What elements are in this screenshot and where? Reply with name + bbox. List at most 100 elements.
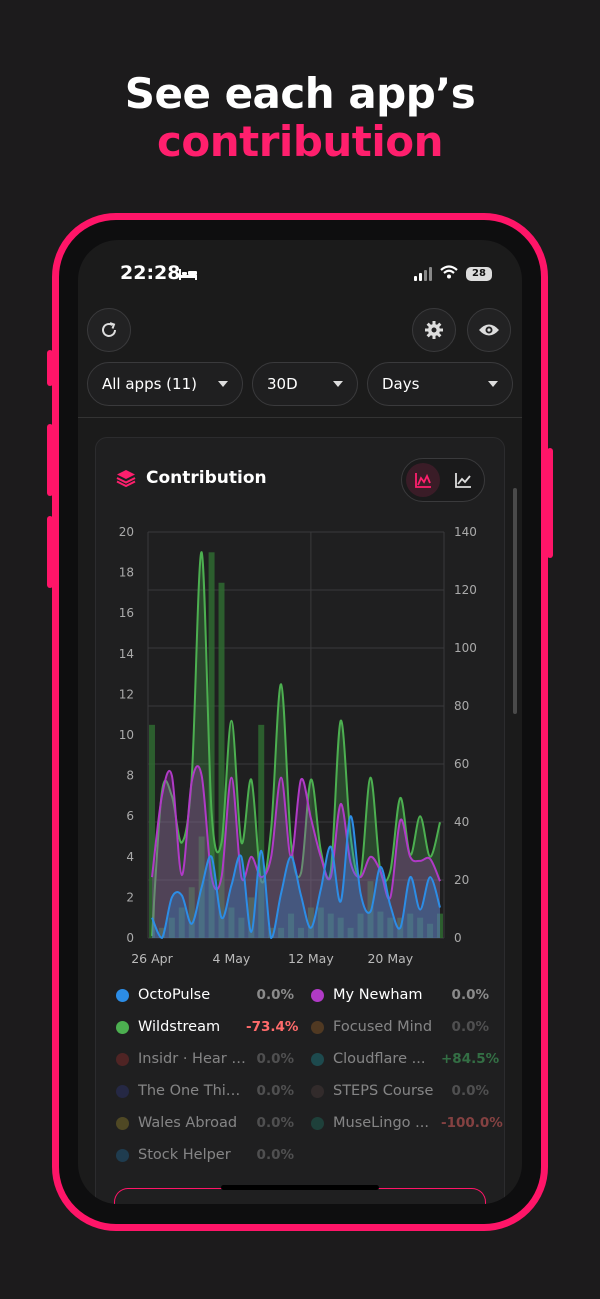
chevron-down-icon [218,381,228,387]
legend-color-dot [116,988,129,1002]
legend-color-dot [311,1084,324,1098]
series-area [152,766,440,938]
legend-item[interactable]: Focused Mind 0.0% [311,1015,489,1039]
legend-item[interactable]: Wildstream -73.4% [116,1015,298,1039]
x-tick-label: 26 Apr [131,951,173,966]
bar [417,917,424,938]
legend-item[interactable]: OctoPulse 0.0% [116,983,294,1007]
layers-icon [116,468,136,492]
line-chart-toggle[interactable] [446,463,480,497]
bar [178,907,185,938]
legend-item[interactable]: The One Thin... 0.0% [116,1079,294,1103]
scrollbar[interactable] [513,488,517,714]
legend-item-change: 0.0% [256,1147,294,1163]
legend-color-dot [311,988,324,1002]
legend-item[interactable]: My Newham 0.0% [311,983,489,1007]
y-left-tick-label: 8 [126,769,134,783]
bar [268,927,275,938]
refresh-button[interactable] [87,308,131,352]
y-left-tick-label: 16 [119,606,134,620]
legend-item-name: My Newham [333,987,423,1003]
legend-item-change: 0.0% [256,1051,294,1067]
legend-color-dot [116,1116,129,1130]
y-left-tick-label: 10 [119,728,134,742]
phone-volume-down [47,516,53,588]
area-chart-icon [415,473,431,488]
settings-button[interactable] [412,308,456,352]
y-left-tick-label: 2 [126,890,134,904]
bar [208,552,215,938]
bar [288,913,295,938]
y-left-tick-label: 20 [119,525,134,539]
legend-item[interactable]: STEPS Course 0.0% [311,1079,489,1103]
y-right-tick-label: 20 [454,873,469,887]
chevron-down-icon [488,381,498,387]
granularity-filter-label: Days [382,375,420,393]
legend-color-dot [116,1052,129,1066]
visibility-button[interactable] [467,308,511,352]
status-time: 22:28 [120,262,181,284]
contribution-card: Contribution 0 2 4 6 8 10 12 14 16 18 20 0 20 40 60 80 1… [95,437,505,1204]
app-screen: 22:28 2 8 All apps (11) 30D [78,240,522,1204]
legend-item-change: 0.0% [256,1115,294,1131]
bar [149,724,155,938]
range-filter-label: 30D [267,375,298,393]
gear-icon [425,321,443,339]
bar [437,913,443,938]
chart-type-toggle [401,458,485,502]
legend-item-change: 0.0% [451,987,489,1003]
contribution-chart: 0 2 4 6 8 10 12 14 16 18 20 0 20 40 60 80 100 120 140 26 Ap… [119,525,477,966]
legend-item-name: Wildstream [138,1019,221,1035]
legend-item[interactable]: Cloudflare ... +84.5% [311,1047,500,1071]
header-divider [78,417,522,418]
app-filter-label: All apps (11) [102,375,197,393]
legend-item-name: OctoPulse [138,987,211,1003]
granularity-filter-dropdown[interactable]: Days [367,362,513,406]
legend-color-dot [311,1116,324,1130]
bar [407,913,414,938]
series-line [151,765,441,900]
bar [337,917,344,938]
legend-item-change: +84.5% [441,1051,500,1067]
legend-item-name: Insidr · Hear U... [138,1051,246,1067]
y-left-tick-label: 6 [126,809,134,823]
legend-item[interactable]: MuseLingo ... -100.0% [311,1111,503,1135]
bar [357,913,364,938]
y-left-tick-label: 12 [119,687,134,701]
bar [168,917,175,938]
legend-color-dot [311,1052,324,1066]
x-tick-label: 20 May [367,951,413,966]
refresh-icon [102,322,116,337]
home-indicator [221,1185,379,1190]
x-tick-label: 12 May [288,951,334,966]
promo-headline: See each app’s contribution [0,70,600,166]
area-chart-toggle[interactable] [406,463,440,497]
series-area [152,816,440,938]
phone-power-button [547,448,553,558]
phone-silent-switch [47,350,53,386]
bar [317,907,324,938]
range-filter-dropdown[interactable]: 30D [252,362,358,406]
legend-item[interactable]: Stock Helper 0.0% [116,1143,294,1167]
legend-item-name: Stock Helper [138,1147,231,1163]
bar [218,582,225,938]
legend-item-name: Wales Abroad [138,1115,238,1131]
card-title: Contribution [146,468,267,488]
legend-item[interactable]: Wales Abroad 0.0% [116,1111,294,1135]
y-left-tick-label: 14 [119,647,134,661]
bar [248,897,255,938]
y-right-tick-label: 0 [454,931,462,945]
legend-item-change: 0.0% [451,1019,489,1035]
app-filter-dropdown[interactable]: All apps (11) [87,362,243,406]
bar [278,927,285,938]
bar [427,923,434,938]
legend-color-dot [116,1084,129,1098]
y-right-tick-label: 100 [454,641,477,655]
legend-item-name: MuseLingo ... [333,1115,429,1131]
legend-item-name: Cloudflare ... [333,1051,426,1067]
bar [307,907,314,938]
bed-icon [178,267,198,285]
bar [188,887,195,938]
chevron-down-icon [333,381,343,387]
legend-item[interactable]: Insidr · Hear U... 0.0% [116,1047,294,1071]
